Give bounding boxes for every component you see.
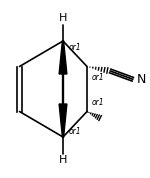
Polygon shape [59, 41, 67, 74]
Text: or1: or1 [69, 127, 82, 135]
Polygon shape [59, 104, 67, 137]
Text: H: H [59, 155, 67, 165]
Text: H: H [59, 13, 67, 23]
Text: N: N [136, 73, 146, 86]
Text: or1: or1 [92, 98, 104, 107]
Text: or1: or1 [92, 72, 104, 82]
Text: or1: or1 [69, 43, 82, 51]
